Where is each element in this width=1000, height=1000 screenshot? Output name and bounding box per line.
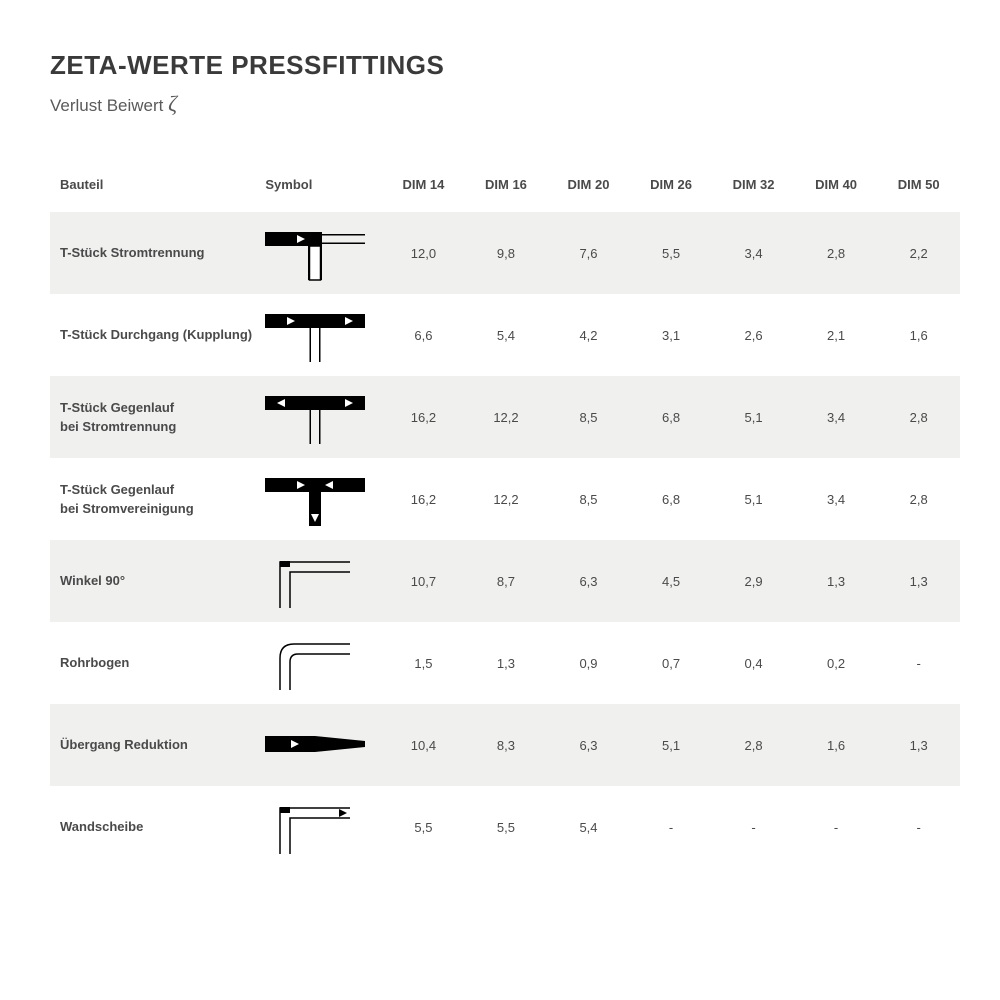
row-name: Winkel 90°	[50, 540, 261, 622]
value-cell: 16,2	[382, 376, 465, 458]
zeta-table: Bauteil Symbol DIM 14 DIM 16 DIM 20 DIM …	[50, 167, 960, 868]
value-cell: 5,5	[630, 212, 713, 294]
value-cell: 2,8	[877, 376, 960, 458]
fitting-symbol-icon	[261, 622, 382, 704]
value-cell: 8,3	[465, 704, 548, 786]
fitting-symbol-icon	[261, 376, 382, 458]
value-cell: 7,6	[547, 212, 630, 294]
table-row: T-Stück Stromtrennung 12,09,87,65,53,42,8…	[50, 212, 960, 294]
value-cell: 5,5	[465, 786, 548, 868]
value-cell: -	[630, 786, 713, 868]
value-cell: 12,2	[465, 458, 548, 540]
page-title: ZETA-WERTE PRESSFITTINGS	[50, 50, 960, 81]
value-cell: 3,4	[712, 212, 795, 294]
value-cell: 5,1	[712, 376, 795, 458]
value-cell: 2,8	[795, 212, 878, 294]
col-header-dim: DIM 40	[795, 167, 878, 212]
value-cell: 2,8	[877, 458, 960, 540]
value-cell: 8,7	[465, 540, 548, 622]
value-cell: 0,2	[795, 622, 878, 704]
fitting-symbol-icon	[261, 294, 382, 376]
col-header-dim: DIM 26	[630, 167, 713, 212]
col-header-dim: DIM 20	[547, 167, 630, 212]
value-cell: 4,2	[547, 294, 630, 376]
value-cell: -	[712, 786, 795, 868]
value-cell: 6,8	[630, 376, 713, 458]
col-header-dim: DIM 16	[465, 167, 548, 212]
value-cell: 8,5	[547, 458, 630, 540]
value-cell: 1,3	[465, 622, 548, 704]
value-cell: 1,6	[795, 704, 878, 786]
value-cell: 3,1	[630, 294, 713, 376]
value-cell: 1,3	[877, 704, 960, 786]
value-cell: 3,4	[795, 376, 878, 458]
value-cell: 16,2	[382, 458, 465, 540]
value-cell: 5,4	[465, 294, 548, 376]
table-row: T-Stück Gegenlaufbei Stromvereinigung 16,…	[50, 458, 960, 540]
value-cell: 10,4	[382, 704, 465, 786]
page-subtitle: Verlust Beiwert ζ	[50, 91, 960, 117]
value-cell: 1,3	[877, 540, 960, 622]
value-cell: 6,3	[547, 704, 630, 786]
value-cell: 2,9	[712, 540, 795, 622]
value-cell: 6,3	[547, 540, 630, 622]
table-header-row: Bauteil Symbol DIM 14 DIM 16 DIM 20 DIM …	[50, 167, 960, 212]
zeta-symbol: ζ	[168, 91, 177, 116]
value-cell: -	[795, 786, 878, 868]
row-name: T-Stück Gegenlaufbei Stromtrennung	[50, 376, 261, 458]
value-cell: 4,5	[630, 540, 713, 622]
fitting-symbol-icon	[261, 212, 382, 294]
subtitle-text: Verlust Beiwert	[50, 96, 168, 115]
table-row: Winkel 90°10,78,76,34,52,91,31,3	[50, 540, 960, 622]
row-name: Rohrbogen	[50, 622, 261, 704]
col-header-dim: DIM 32	[712, 167, 795, 212]
value-cell: 2,8	[712, 704, 795, 786]
value-cell: 1,5	[382, 622, 465, 704]
value-cell: 5,1	[712, 458, 795, 540]
value-cell: 12,0	[382, 212, 465, 294]
row-name: Wandscheibe	[50, 786, 261, 868]
col-header-bauteil: Bauteil	[50, 167, 261, 212]
table-row: T-Stück Durchgang (Kupplung) 6,65,44,23,1…	[50, 294, 960, 376]
fitting-symbol-icon	[261, 704, 382, 786]
value-cell: 9,8	[465, 212, 548, 294]
value-cell: 0,9	[547, 622, 630, 704]
value-cell: 6,8	[630, 458, 713, 540]
value-cell: 3,4	[795, 458, 878, 540]
value-cell: -	[877, 786, 960, 868]
row-name: T-Stück Gegenlaufbei Stromvereinigung	[50, 458, 261, 540]
value-cell: 5,5	[382, 786, 465, 868]
value-cell: 0,7	[630, 622, 713, 704]
value-cell: 2,6	[712, 294, 795, 376]
value-cell: 1,3	[795, 540, 878, 622]
value-cell: 1,6	[877, 294, 960, 376]
table-row: Übergang Reduktion 10,48,36,35,12,81,61,3	[50, 704, 960, 786]
row-name: T-Stück Stromtrennung	[50, 212, 261, 294]
col-header-dim: DIM 50	[877, 167, 960, 212]
row-name: Übergang Reduktion	[50, 704, 261, 786]
fitting-symbol-icon	[261, 458, 382, 540]
fitting-symbol-icon	[261, 540, 382, 622]
fitting-symbol-icon	[261, 786, 382, 868]
value-cell: 0,4	[712, 622, 795, 704]
col-header-symbol: Symbol	[261, 167, 382, 212]
value-cell: 2,2	[877, 212, 960, 294]
table-row: Rohrbogen 1,51,30,90,70,40,2-	[50, 622, 960, 704]
value-cell: 2,1	[795, 294, 878, 376]
value-cell: 5,1	[630, 704, 713, 786]
row-name: T-Stück Durchgang (Kupplung)	[50, 294, 261, 376]
value-cell: 5,4	[547, 786, 630, 868]
value-cell: 10,7	[382, 540, 465, 622]
value-cell: 6,6	[382, 294, 465, 376]
value-cell: 8,5	[547, 376, 630, 458]
table-row: Wandscheibe5,55,55,4----	[50, 786, 960, 868]
value-cell: -	[877, 622, 960, 704]
col-header-dim: DIM 14	[382, 167, 465, 212]
table-row: T-Stück Gegenlaufbei Stromtrennung 16,212…	[50, 376, 960, 458]
value-cell: 12,2	[465, 376, 548, 458]
